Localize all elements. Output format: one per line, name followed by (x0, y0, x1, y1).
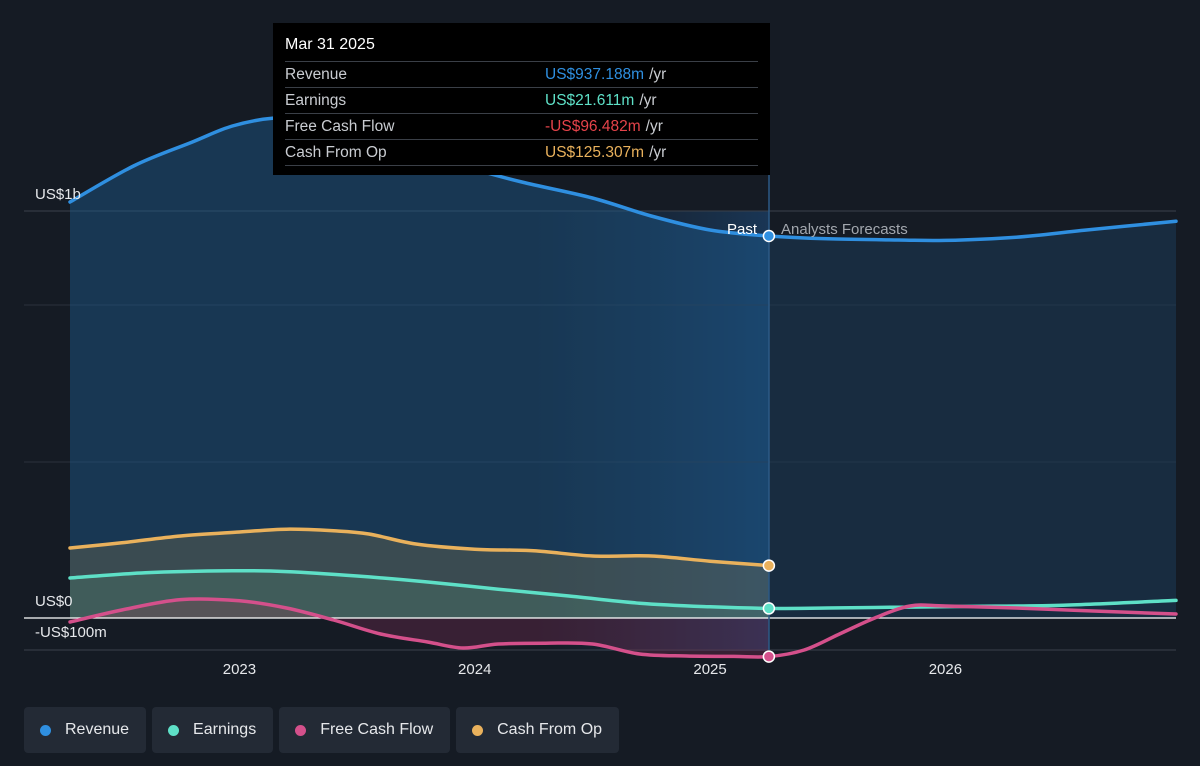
tooltip-unit: /yr (649, 66, 667, 83)
tooltip-name: Free Cash Flow (285, 118, 395, 135)
area-cash-from-op-past (70, 529, 769, 618)
legend-item-free-cash-flow[interactable]: Free Cash Flow (279, 707, 451, 753)
x-tick-2024: 2024 (458, 661, 491, 678)
legend-label: Revenue (65, 721, 130, 738)
tooltip-row-revenue: Revenue US$937.188m /yr (285, 61, 758, 87)
tooltip: Mar 31 2025 Revenue US$937.188m /yr Earn… (273, 23, 770, 175)
x-tick-2026: 2026 (929, 661, 962, 678)
tooltip-row-cfo: Cash From Op US$125.307m /yr (285, 139, 758, 166)
tooltip-value: US$21.611m (545, 92, 635, 109)
point-free-cash-flow[interactable] (762, 650, 776, 663)
series-line-cash-from-op (68, 527, 771, 568)
legend-label: Free Cash Flow (320, 721, 434, 738)
tooltip-value: US$937.188m (545, 66, 645, 83)
past-highlight (536, 211, 769, 651)
x-tick-2023: 2023 (223, 661, 256, 678)
legend-item-cash-from-op[interactable]: Cash From Op (456, 707, 620, 753)
tooltip-value: -US$96.482m (545, 118, 641, 135)
tooltip-unit: /yr (649, 144, 667, 161)
y-label-bottom: -US$100m (35, 624, 107, 641)
tooltip-name: Earnings (285, 92, 347, 109)
y-label-zero: US$0 (35, 593, 73, 610)
tooltip-value: US$125.307m (545, 144, 645, 161)
tooltip-row-fcf: Free Cash Flow -US$96.482m /yr (285, 113, 758, 139)
tooltip-unit: /yr (645, 118, 663, 135)
legend-label: Cash From Op (497, 721, 603, 738)
legend-dot-icon (472, 724, 484, 736)
tooltip-row-earnings: Earnings US$21.611m /yr (285, 87, 758, 113)
legend: Revenue Earnings Free Cash Flow Cash Fro… (24, 707, 620, 753)
legend-dot-icon (295, 724, 307, 736)
point-cash-from-op[interactable] (762, 559, 776, 572)
legend-item-earnings[interactable]: Earnings (152, 707, 274, 753)
legend-label: Earnings (193, 721, 257, 738)
y-label-top: US$1b (35, 186, 81, 203)
series-line-revenue (68, 115, 1178, 243)
series-line-free-cash-flow (68, 597, 1178, 659)
point-earnings[interactable] (762, 602, 776, 615)
forecast-label: Analysts Forecasts (781, 221, 908, 238)
tooltip-unit: /yr (639, 92, 657, 109)
tooltip-date: Mar 31 2025 (285, 36, 375, 53)
legend-item-revenue[interactable]: Revenue (24, 707, 147, 753)
past-label: Past (727, 221, 758, 238)
tooltip-name: Cash From Op (285, 144, 387, 161)
x-tick-2025: 2025 (693, 661, 726, 678)
tooltip-name: Revenue (285, 66, 348, 83)
area-revenue-forecast (769, 221, 1176, 618)
legend-dot-icon (168, 724, 180, 736)
area-earnings-past (70, 570, 769, 618)
legend-dot-icon (40, 724, 51, 736)
area-revenue-past (70, 117, 769, 618)
point-revenue[interactable] (762, 229, 776, 243)
